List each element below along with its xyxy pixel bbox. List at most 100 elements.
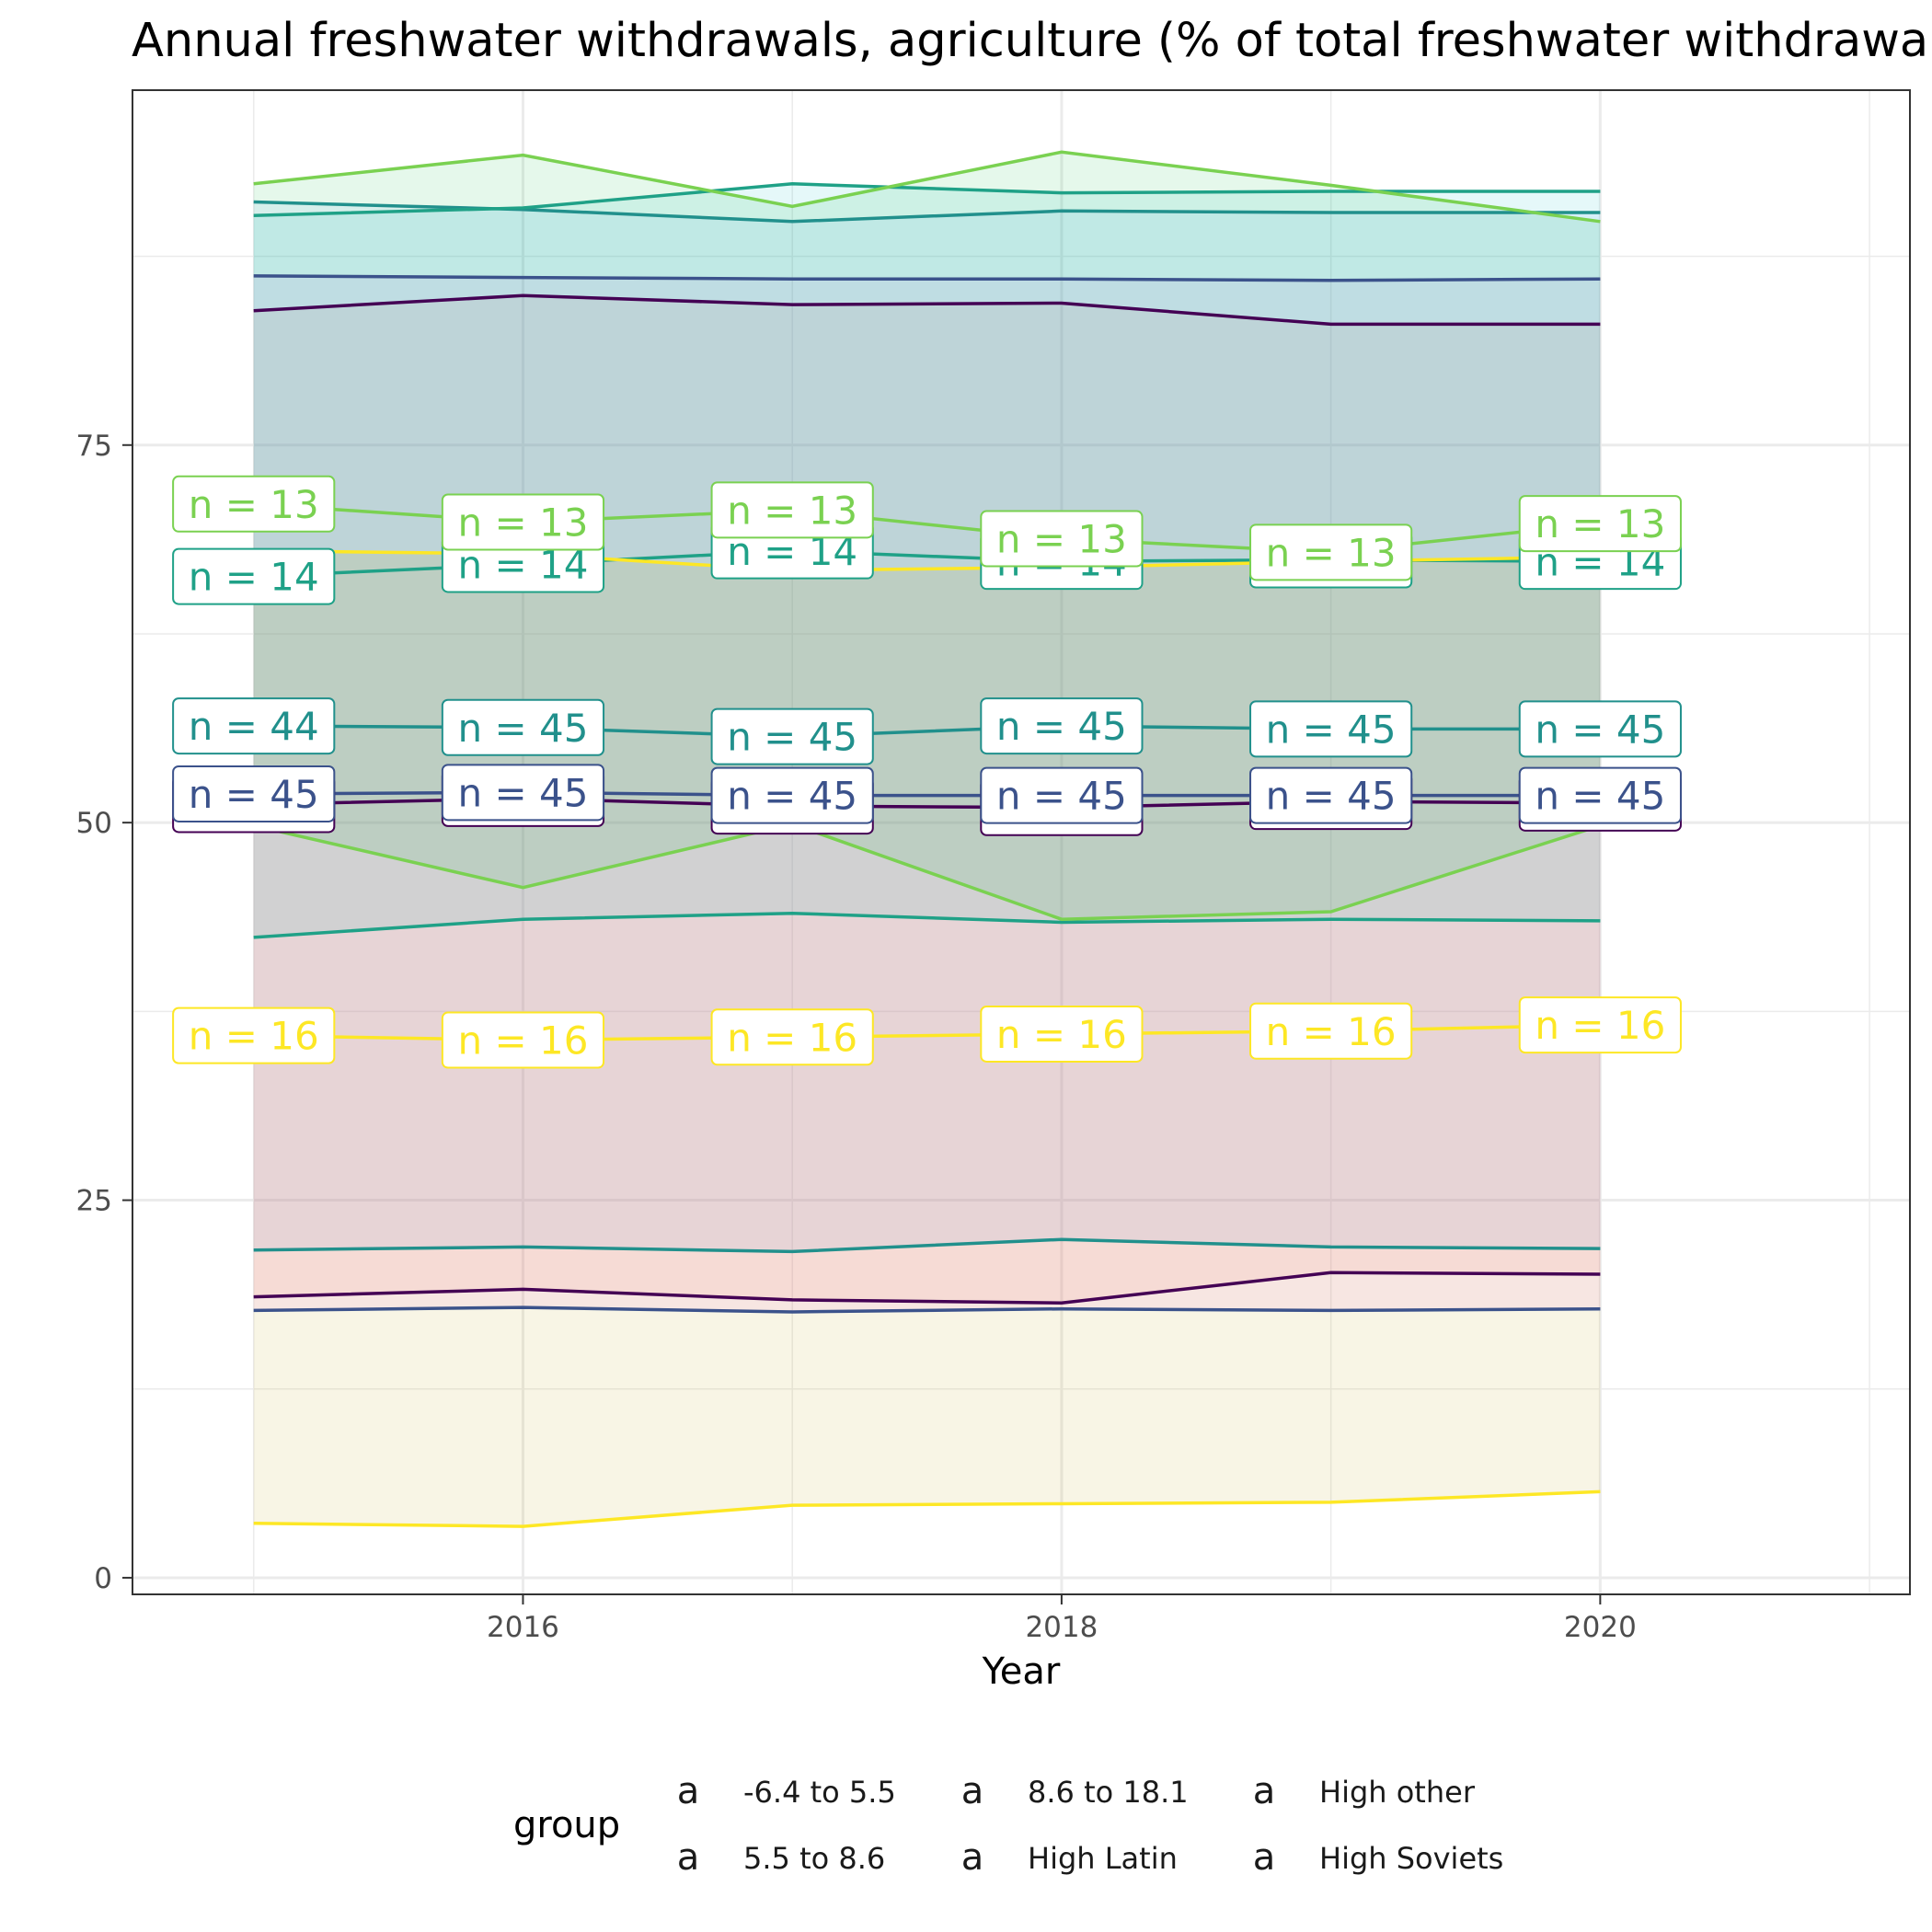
ribbon-2 xyxy=(253,201,1601,1252)
legend-label: High Latin xyxy=(1028,1841,1178,1876)
n-label-text: n = 13 xyxy=(457,500,588,546)
panel-background xyxy=(132,90,1910,1594)
n-label-text: n = 13 xyxy=(996,517,1127,562)
chart-title: Annual freshwater withdrawals, agricultu… xyxy=(132,14,1932,68)
y-tick-label: 0 xyxy=(94,1562,112,1595)
n-label: n = 44 xyxy=(172,697,336,755)
n-label: n = 14 xyxy=(172,547,336,605)
legend-key: a xyxy=(1253,1836,1276,1879)
legend-label: High other xyxy=(1319,1775,1476,1810)
x-tick-label: 2018 xyxy=(1025,1611,1098,1644)
series-lower-line-3 xyxy=(253,911,1601,939)
n-label: n = 45 xyxy=(1249,766,1413,824)
n-label-text: n = 45 xyxy=(457,706,588,751)
n-label-box xyxy=(172,1006,336,1064)
y-tick-label: 75 xyxy=(76,430,112,463)
n-label-text: n = 45 xyxy=(457,770,588,815)
n-label: n = 16 xyxy=(710,1008,874,1066)
n-label-box xyxy=(172,475,336,533)
plot-panel xyxy=(132,90,1910,1594)
n-label: n = 45 xyxy=(441,698,605,756)
legend: group a -6.4 to 5.5 a 5.5 to 8.6 a 8.6 to 18.… xyxy=(513,1770,1503,1879)
legend-title: group xyxy=(513,1804,620,1846)
panel-border xyxy=(132,89,1911,1595)
legend-label: -6.4 to 5.5 xyxy=(743,1775,896,1810)
n-label-text: n = 16 xyxy=(189,1014,319,1059)
n-label-text: n = 45 xyxy=(1266,707,1397,753)
legend-key: a xyxy=(1253,1770,1276,1812)
n-label-box xyxy=(172,547,336,605)
legend-item: a High Soviets xyxy=(1253,1836,1504,1879)
n-label-text: n = 13 xyxy=(189,482,319,527)
legend-item: a 5.5 to 8.6 xyxy=(677,1836,886,1879)
n-label-text: n = 13 xyxy=(727,488,857,533)
series-lower-line-1 xyxy=(253,1305,1601,1314)
legend-label: 8.6 to 18.1 xyxy=(1028,1775,1189,1810)
n-label-text: n = 45 xyxy=(1535,774,1665,819)
n-label: n = 45 xyxy=(441,764,605,822)
n-label: n = 13 xyxy=(172,475,336,533)
n-label-text: n = 13 xyxy=(1535,501,1665,546)
y-tick-label: 25 xyxy=(76,1185,112,1218)
n-label: n = 45 xyxy=(710,766,874,824)
n-label: n = 13 xyxy=(710,481,874,539)
n-label: n = 13 xyxy=(1249,523,1413,581)
n-label-box xyxy=(441,764,605,822)
ribbons xyxy=(253,152,1601,1527)
n-label: n = 45 xyxy=(710,707,874,765)
n-label: n = 45 xyxy=(1249,700,1413,758)
n-label: n = 45 xyxy=(172,765,336,822)
n-label-text: n = 45 xyxy=(727,774,857,819)
n-label-text: n = 16 xyxy=(1266,1009,1397,1054)
n-label-box xyxy=(1518,700,1682,758)
n-label-text: n = 16 xyxy=(457,1018,588,1064)
legend-key: a xyxy=(677,1770,700,1812)
n-label: n = 16 xyxy=(441,1011,605,1069)
series-lower-line-0 xyxy=(253,1271,1601,1305)
n-label-box xyxy=(1249,700,1413,758)
n-label-box xyxy=(980,1005,1144,1063)
plot-border xyxy=(132,89,1911,1595)
n-label-box xyxy=(441,698,605,756)
x-tick-label: 2016 xyxy=(487,1611,559,1644)
n-label: n = 16 xyxy=(980,1005,1144,1063)
n-label-box xyxy=(172,697,336,755)
n-label: n = 16 xyxy=(1518,996,1682,1054)
legend-label: High Soviets xyxy=(1319,1841,1503,1876)
n-label: n = 45 xyxy=(1518,766,1682,824)
series-lower-line-4 xyxy=(253,822,1601,921)
n-label-text: n = 45 xyxy=(996,774,1127,819)
legend-key: a xyxy=(677,1836,700,1879)
series-upper-line-1 xyxy=(253,274,1601,282)
n-label-text: n = 45 xyxy=(727,715,857,760)
n-label-text: n = 16 xyxy=(1535,1003,1665,1048)
legend-key: a xyxy=(961,1836,984,1879)
n-label-text: n = 44 xyxy=(189,704,319,749)
x-axis-title: Year xyxy=(982,1650,1061,1693)
series-lower-line-2 xyxy=(253,1237,1601,1254)
n-label-box xyxy=(1249,523,1413,581)
n-label-box xyxy=(1249,1002,1413,1060)
n-label-text: n = 16 xyxy=(727,1015,857,1060)
legend-item: a -6.4 to 5.5 xyxy=(677,1770,896,1812)
n-label-box xyxy=(1249,766,1413,824)
series-upper-line-4 xyxy=(253,150,1601,224)
n-label-box xyxy=(1518,495,1682,553)
n-label-text: n = 13 xyxy=(1266,530,1397,575)
n-label-box xyxy=(710,481,874,539)
n-label: n = 45 xyxy=(980,766,1144,824)
series-lower-line-5 xyxy=(253,1489,1601,1528)
n-label: n = 45 xyxy=(980,697,1144,755)
n-label-text: n = 16 xyxy=(996,1012,1127,1057)
n-label-box xyxy=(980,697,1144,755)
n-label: n = 16 xyxy=(1249,1002,1413,1060)
y-tick-label: 50 xyxy=(76,807,112,840)
legend-item: a High other xyxy=(1253,1770,1476,1812)
n-label-text: n = 45 xyxy=(1266,774,1397,819)
n-label-box xyxy=(441,1011,605,1069)
n-label-box xyxy=(710,1008,874,1066)
legend-label: 5.5 to 8.6 xyxy=(743,1841,885,1876)
n-label: n = 16 xyxy=(172,1006,336,1064)
n-label-text: n = 45 xyxy=(996,704,1127,749)
